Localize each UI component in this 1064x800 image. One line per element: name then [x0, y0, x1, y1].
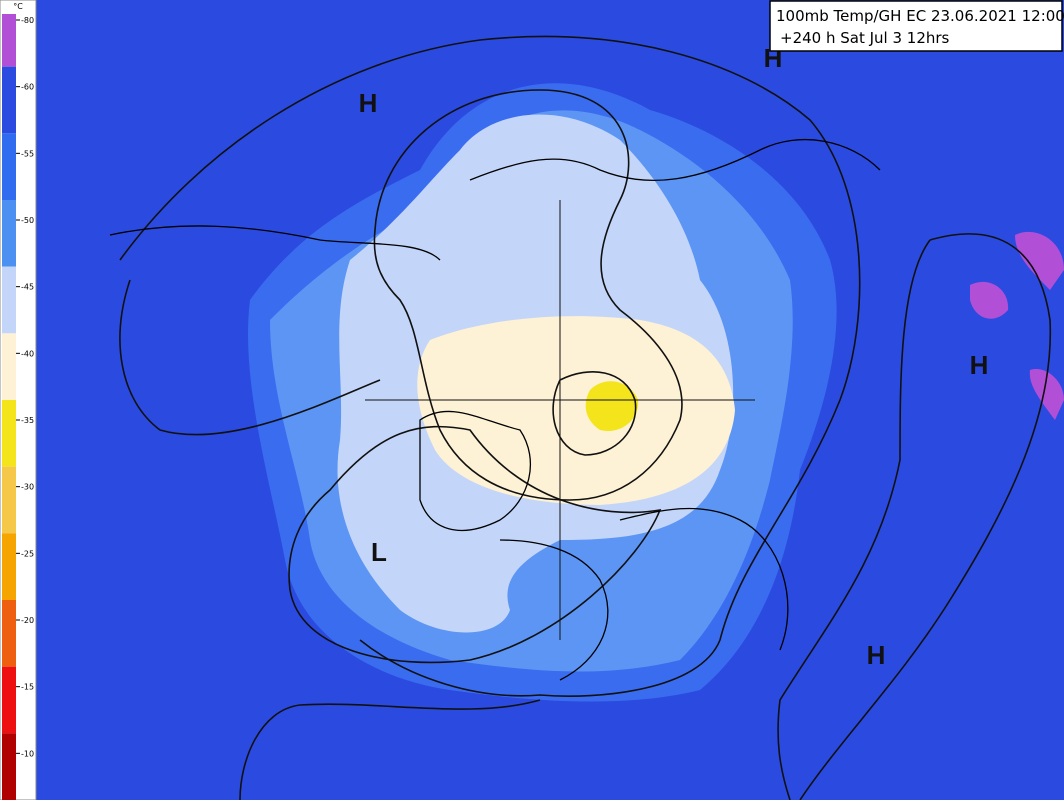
legend-unit: °C: [13, 2, 23, 11]
legend-swatch: [2, 66, 16, 134]
map: H H H H L: [36, 0, 1064, 800]
legend-swatch: [2, 333, 16, 400]
contours: [119, 35, 1052, 800]
subtitle-line: +240 h Sat Jul 3 12hrs: [780, 29, 950, 47]
coastlines: [109, 138, 881, 681]
legend-label: -25: [21, 549, 34, 558]
temp-band: [417, 316, 735, 505]
legend-swatch: [2, 266, 16, 334]
high-marker: H: [359, 88, 378, 118]
temp-band: [585, 381, 639, 431]
legend-swatch: [2, 14, 16, 67]
legend-swatch: [2, 200, 16, 267]
title-box: 100mb Temp/GH EC 23.06.2021 12:00 +240 h…: [769, 0, 1064, 52]
legend-swatch: [2, 666, 16, 734]
legend-swatch: [2, 733, 16, 800]
legend-label: -80: [21, 16, 34, 25]
legend-label: -60: [21, 83, 34, 92]
low-marker: L: [371, 537, 387, 567]
legend-label: -50: [21, 216, 34, 225]
color-legend: -80 -60 -55 -50 -45 -40 -35 -30 -25 -20 -15 -10 °C: [0, 0, 37, 800]
legend-label: -45: [21, 283, 34, 292]
legend-label: -20: [21, 616, 34, 625]
legend-label: -35: [21, 416, 34, 425]
high-marker: H: [867, 640, 886, 670]
legend-label: -30: [21, 483, 34, 492]
legend-label: -10: [21, 749, 34, 758]
legend-swatch: [2, 466, 16, 534]
temp-band: [970, 231, 1064, 420]
legend-swatch: [2, 400, 16, 467]
legend-label: -55: [21, 149, 34, 158]
title-line: 100mb Temp/GH EC 23.06.2021 12:00: [776, 7, 1064, 25]
legend-swatch: [2, 533, 16, 600]
high-marker: H: [970, 350, 989, 380]
legend-swatch: [2, 133, 16, 200]
legend-label: -40: [21, 349, 34, 358]
legend-label: -15: [21, 683, 34, 692]
title-background: [769, 0, 1063, 52]
legend-swatch: [2, 600, 16, 667]
